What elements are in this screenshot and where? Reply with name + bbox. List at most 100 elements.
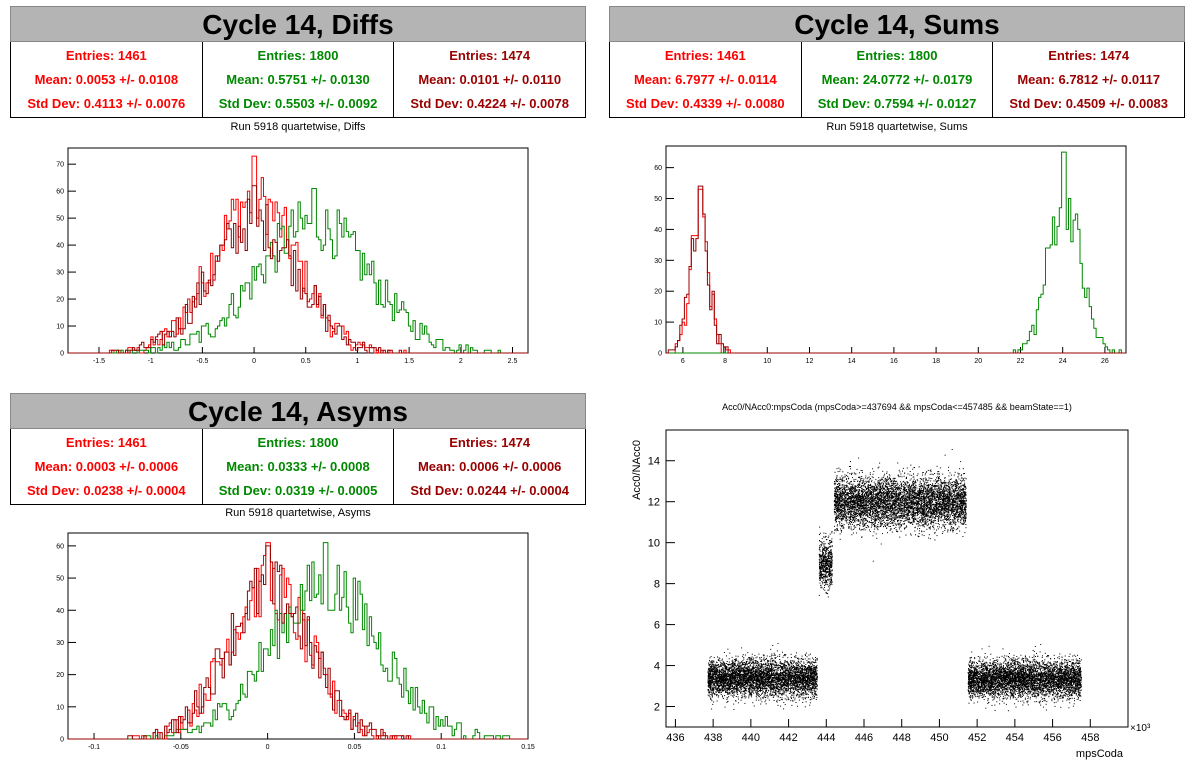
scatter-point [809, 681, 811, 683]
scatter-point [798, 686, 800, 688]
scatter-point [813, 694, 815, 696]
scatter-point [746, 664, 748, 665]
scatter-point [722, 698, 724, 699]
scatter-point [794, 677, 796, 679]
sums-stat-red: Entries: 1461 Mean: 6.7977 +/- 0.0114 St… [610, 42, 802, 117]
scatter-point [744, 683, 746, 685]
scatter-point [727, 670, 729, 672]
scatter-point [718, 668, 720, 670]
scatter-point [805, 675, 807, 677]
scatter-point [758, 677, 759, 679]
scatter-point [747, 675, 749, 677]
scatter-point [710, 674, 712, 675]
scatter-point [771, 687, 773, 689]
x-tick-label: -0.1 [88, 744, 100, 751]
scatter-point [772, 688, 774, 690]
scatter-point [731, 683, 733, 685]
scatter-point [811, 675, 813, 677]
scatter-point [714, 685, 716, 687]
scatter-point [800, 683, 802, 685]
scatter-point [805, 685, 807, 687]
scatter-point [728, 696, 730, 698]
scatter-point [773, 663, 775, 665]
scatter-point [732, 665, 734, 667]
scatter-point [771, 655, 772, 657]
scatter-point [800, 680, 802, 681]
scatter-title: Acc0/NAcc0:mpsCoda (mpsCoda>=437694 && m… [722, 402, 1072, 412]
scatter-point [743, 681, 745, 683]
scatter-point [772, 681, 774, 683]
scatter-points [707, 449, 1082, 712]
scatter-point [814, 683, 816, 684]
scatter-point [752, 661, 754, 663]
scatter-point [749, 686, 751, 688]
scatter-point [748, 697, 750, 699]
scatter-point [801, 684, 803, 686]
scatter-point [803, 662, 805, 664]
scatter-point [769, 668, 771, 670]
scatter-point [744, 684, 746, 686]
scatter-point [756, 685, 758, 687]
scatter-point [739, 687, 741, 688]
scatter-point [812, 682, 813, 684]
scatter-point [810, 666, 812, 668]
scatter-point [795, 655, 797, 657]
scatter-point [711, 666, 713, 667]
scatter-point [802, 687, 804, 689]
scatter-point [718, 678, 720, 679]
stat-entries: Entries: 1461 [65, 435, 147, 451]
scatter-point [777, 690, 779, 692]
scatter-point [719, 665, 721, 667]
scatter-point [799, 667, 801, 669]
scatter-point [795, 669, 797, 671]
scatter-point [723, 664, 725, 666]
stat-std: Std Dev: 0.5503 +/- 0.0092 [218, 95, 378, 111]
scatter-point [770, 676, 772, 678]
scatter-point [767, 661, 769, 663]
scatter-point [816, 677, 818, 679]
scatter-point [772, 673, 774, 675]
scatter-point [760, 678, 762, 680]
scatter-point [742, 682, 744, 684]
scatter-point [728, 664, 730, 665]
scatter-point [796, 693, 798, 695]
scatter-point [744, 675, 746, 677]
scatter-point [728, 676, 730, 677]
scatter-point [751, 678, 753, 680]
scatter-point [737, 690, 739, 692]
scatter-point [724, 685, 726, 686]
scatter-point [782, 683, 784, 685]
scatter-point [773, 681, 775, 683]
scatter-point [814, 693, 816, 695]
scatter-point [750, 668, 752, 670]
scatter-point [735, 659, 737, 661]
scatter-point [784, 672, 786, 674]
scatter-point [757, 672, 759, 674]
scatter-point [765, 670, 767, 672]
scatter-point [785, 687, 787, 689]
scatter-point [738, 665, 740, 667]
scatter-point [800, 668, 802, 670]
scatter-point [734, 669, 736, 671]
scatter-point [707, 678, 709, 680]
scatter-point [771, 680, 773, 682]
scatter-point [815, 679, 817, 681]
scatter-point [768, 699, 770, 701]
scatter-point [790, 668, 792, 670]
scatter-point [789, 678, 790, 680]
stat-mean: Mean: 24.0772 +/- 0.0179 [821, 71, 973, 87]
scatter-point [770, 670, 772, 672]
scatter-point [775, 672, 777, 673]
scatter-point [769, 655, 771, 657]
scatter-point [777, 680, 779, 682]
scatter-point [739, 683, 741, 685]
scatter-point [809, 668, 810, 670]
scatter-point [731, 669, 733, 671]
scatter-point [770, 648, 772, 650]
scatter-point [762, 654, 764, 656]
asyms-subtitle: Run 5918 quartetwise, Asyms [225, 507, 371, 519]
scatter-point [784, 676, 786, 678]
scatter-point [711, 665, 713, 666]
scatter-point [801, 665, 803, 667]
scatter-point [813, 684, 815, 686]
